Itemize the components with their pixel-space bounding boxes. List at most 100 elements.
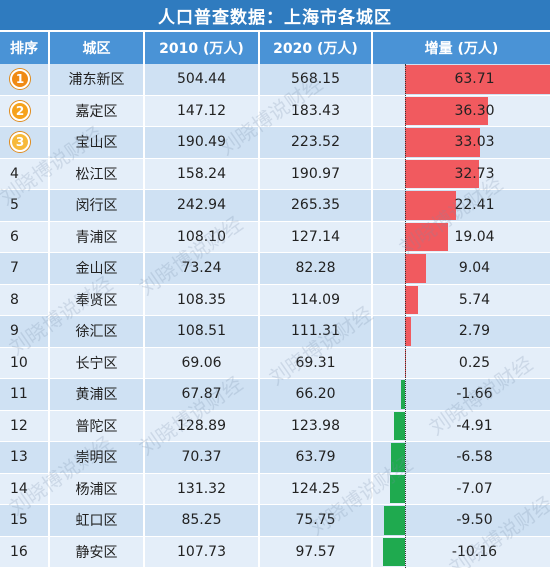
increase-bar (405, 191, 456, 220)
population-2010-cell: 108.51 (145, 316, 260, 347)
increase-cell: 36.30 (373, 96, 550, 127)
increase-bar (405, 65, 550, 94)
header-2010: 2010 (万人) (145, 32, 260, 64)
increase-bar (384, 506, 405, 535)
increase-bar (405, 159, 480, 188)
table-row: 16 静安区 107.73 97.57 -10.16 (0, 536, 550, 568)
district-cell: 闵行区 (50, 190, 145, 221)
district-cell: 长宁区 (50, 347, 145, 378)
table-row: 5 闵行区 242.94 265.35 22.41 (0, 190, 550, 222)
table-row: 6 青浦区 108.10 127.14 19.04 (0, 221, 550, 253)
population-2010-cell: 242.94 (145, 190, 260, 221)
rank-label: 10 (10, 354, 28, 371)
rank-cell: 7 (0, 253, 50, 284)
rank-medal-icon: 3 (10, 132, 30, 153)
district-cell: 虹口区 (50, 505, 145, 536)
header-district: 城区 (50, 32, 145, 64)
increase-cell: 22.41 (373, 190, 550, 221)
table-row: 14 杨浦区 131.32 124.25 -7.07 (0, 473, 550, 505)
increase-bar (389, 474, 405, 503)
table-row: 9 徐汇区 108.51 111.31 2.79 (0, 316, 550, 348)
table-row: 11 黄浦区 67.87 66.20 -1.66 (0, 379, 550, 411)
increase-cell: -7.07 (373, 474, 550, 505)
rank-label: 7 (10, 260, 19, 277)
increase-label: 33.03 (454, 134, 495, 151)
rank-label: 13 (10, 449, 28, 466)
header-2020: 2020 (万人) (260, 32, 373, 64)
population-2020-cell: 111.31 (260, 316, 373, 347)
district-cell: 崇明区 (50, 442, 145, 473)
population-2020-cell: 97.57 (260, 536, 373, 567)
rank-cell: 4 (0, 158, 50, 189)
population-2020-cell: 63.79 (260, 442, 373, 473)
population-2010-cell: 69.06 (145, 347, 260, 378)
rank-cell: 6 (0, 221, 50, 252)
population-2010-cell: 70.37 (145, 442, 260, 473)
header-increase: 增量 (万人) (424, 41, 499, 57)
increase-label: 63.71 (454, 71, 495, 88)
district-cell: 青浦区 (50, 221, 145, 252)
rank-medal-icon: 2 (10, 100, 30, 121)
population-2020-cell: 75.75 (260, 505, 373, 536)
district-cell: 徐汇区 (50, 316, 145, 347)
district-cell: 普陀区 (50, 410, 145, 441)
header-rank: 排序 (0, 32, 50, 64)
district-cell: 静安区 (50, 536, 145, 567)
population-2010-cell: 67.87 (145, 379, 260, 410)
table-body: 1 浦东新区 504.44 568.15 63.71 2 嘉定区 147.12 183.43 36… (0, 64, 550, 568)
rank-cell: 13 (0, 442, 50, 473)
increase-bar (405, 222, 449, 251)
increase-label: 19.04 (454, 228, 495, 245)
increase-label: 22.41 (454, 197, 495, 214)
increase-label: -10.16 (451, 543, 498, 560)
rank-cell: 8 (0, 284, 50, 315)
population-2010-cell: 158.24 (145, 158, 260, 189)
increase-bar (390, 443, 405, 472)
rank-cell: 3 (0, 127, 50, 158)
rank-cell: 14 (0, 473, 50, 504)
population-2020-cell: 190.97 (260, 158, 373, 189)
table-row: 12 普陀区 128.89 123.98 -4.91 (0, 410, 550, 442)
increase-cell: 19.04 (373, 222, 550, 253)
increase-label: -7.07 (456, 480, 493, 497)
table-row: 3 宝山区 190.49 223.52 33.03 (0, 127, 550, 159)
rank-label: 6 (10, 228, 19, 245)
increase-cell: -10.16 (373, 537, 550, 568)
rank-label: 12 (10, 417, 28, 434)
district-cell: 金山区 (50, 253, 145, 284)
district-cell: 宝山区 (50, 127, 145, 158)
district-cell: 奉贤区 (50, 284, 145, 315)
table-row: 7 金山区 73.24 82.28 9.04 (0, 253, 550, 285)
page-title: 人口普查数据：上海市各城区 (0, 0, 550, 30)
increase-label: 5.74 (458, 291, 491, 308)
increase-bar (405, 128, 481, 157)
population-2010-cell: 504.44 (145, 64, 260, 95)
increase-bar (383, 537, 405, 566)
population-2010-cell: 108.10 (145, 221, 260, 252)
rank-label: 16 (10, 543, 28, 560)
rank-cell: 10 (0, 347, 50, 378)
population-2020-cell: 183.43 (260, 95, 373, 126)
population-2010-cell: 128.89 (145, 410, 260, 441)
rank-cell: 12 (0, 410, 50, 441)
increase-label: 0.25 (458, 354, 491, 371)
increase-bar (394, 411, 405, 440)
increase-label: -9.50 (456, 512, 493, 529)
increase-bar (405, 96, 488, 125)
increase-bar (401, 380, 405, 409)
population-2020-cell: 123.98 (260, 410, 373, 441)
table-row: 1 浦东新区 504.44 568.15 63.71 (0, 64, 550, 96)
table-row: 4 松江区 158.24 190.97 32.73 (0, 158, 550, 190)
population-2010-cell: 85.25 (145, 505, 260, 536)
table-row: 13 崇明区 70.37 63.79 -6.58 (0, 442, 550, 474)
increase-cell: 2.79 (373, 316, 550, 347)
increase-label: -4.91 (456, 417, 493, 434)
increase-label: -1.66 (456, 386, 493, 403)
rank-cell: 16 (0, 536, 50, 567)
district-cell: 浦东新区 (50, 64, 145, 95)
table-header: 排序 城区 2010 (万人) 2020 (万人) 增量 (万人) (0, 30, 550, 64)
population-2010-cell: 147.12 (145, 95, 260, 126)
population-2020-cell: 265.35 (260, 190, 373, 221)
increase-cell: -1.66 (373, 379, 550, 410)
rank-cell: 11 (0, 379, 50, 410)
